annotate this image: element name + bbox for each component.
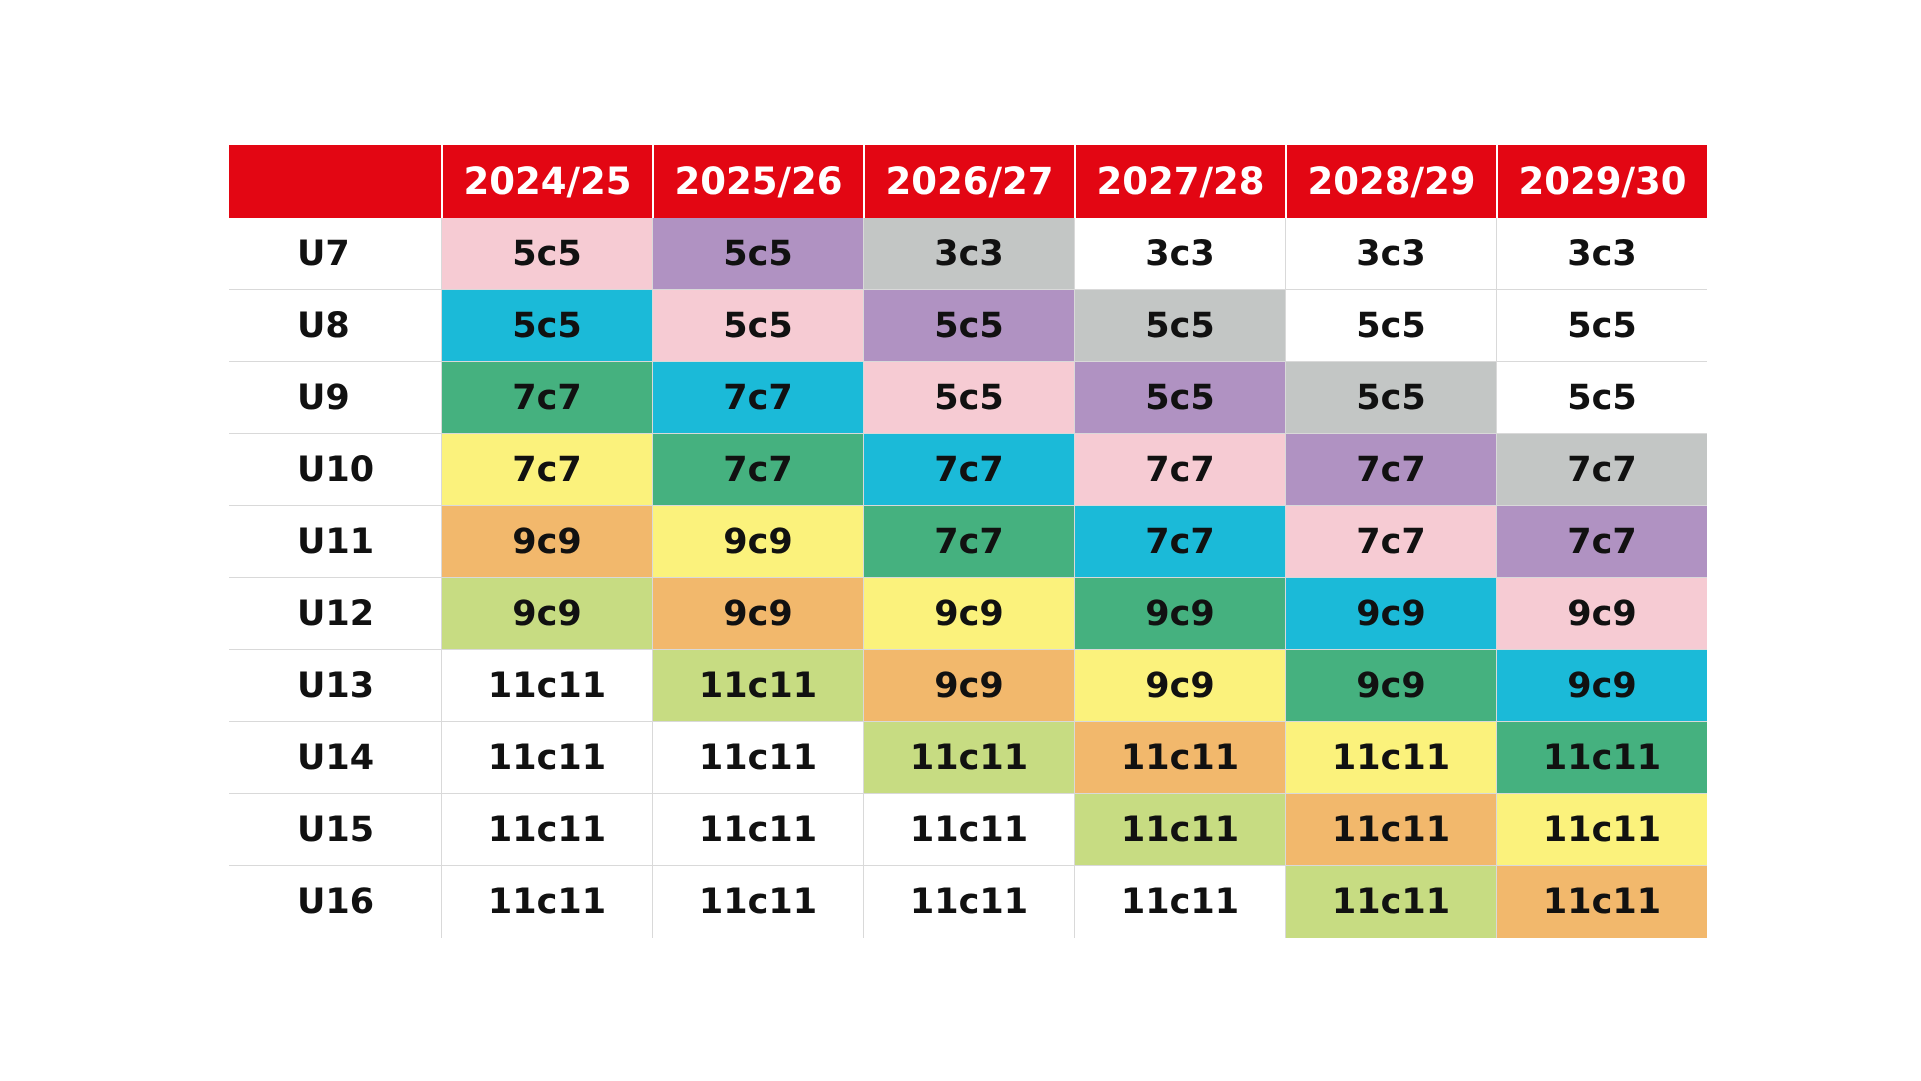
format-cell: 5c5 [863,290,1074,362]
format-cell: 11c11 [652,794,863,866]
format-cell: 5c5 [1285,290,1496,362]
format-cell: 11c11 [1285,866,1496,938]
season-header: 2025/26 [652,145,863,218]
format-cell: 11c11 [1074,722,1285,794]
format-cell: 7c7 [1285,434,1496,506]
format-cell: 5c5 [1074,290,1285,362]
format-cell: 11c11 [863,866,1074,938]
format-cell: 3c3 [1285,218,1496,290]
format-cell: 7c7 [441,362,652,434]
format-cell: 3c3 [863,218,1074,290]
format-cell: 5c5 [863,362,1074,434]
format-cell: 9c9 [1285,650,1496,722]
age-group-label: U10 [229,434,441,506]
format-cell: 7c7 [441,434,652,506]
age-group-label: U9 [229,362,441,434]
format-cell: 11c11 [1074,866,1285,938]
format-cell: 11c11 [652,866,863,938]
format-cell: 11c11 [1074,794,1285,866]
format-cell: 11c11 [1496,722,1707,794]
format-cell: 9c9 [863,578,1074,650]
season-header: 2028/29 [1285,145,1496,218]
age-group-label: U8 [229,290,441,362]
format-cell: 5c5 [652,218,863,290]
format-cell: 7c7 [1496,506,1707,578]
format-cell: 7c7 [1496,434,1707,506]
format-cell: 11c11 [1285,794,1496,866]
format-cell: 5c5 [652,290,863,362]
format-cell: 11c11 [441,722,652,794]
format-cell: 5c5 [1285,362,1496,434]
format-cell: 11c11 [863,794,1074,866]
format-cell: 7c7 [1285,506,1496,578]
age-group-label: U7 [229,218,441,290]
format-cell: 5c5 [1496,362,1707,434]
format-cell: 5c5 [1496,290,1707,362]
format-cell: 11c11 [441,794,652,866]
format-cell: 7c7 [652,434,863,506]
format-cell: 9c9 [441,506,652,578]
format-cell: 5c5 [441,290,652,362]
format-cell: 11c11 [441,650,652,722]
format-cell: 9c9 [1285,578,1496,650]
season-header: 2027/28 [1074,145,1285,218]
format-cell: 5c5 [441,218,652,290]
format-cell: 9c9 [652,506,863,578]
format-cell: 7c7 [1074,434,1285,506]
season-header: 2024/25 [441,145,652,218]
format-cell: 9c9 [863,650,1074,722]
format-cell: 9c9 [1074,578,1285,650]
format-cell: 7c7 [863,434,1074,506]
age-group-label: U15 [229,794,441,866]
age-group-label: U14 [229,722,441,794]
format-cell: 9c9 [1496,650,1707,722]
header-corner-cell [229,145,441,218]
format-cell: 11c11 [863,722,1074,794]
format-cell: 9c9 [1496,578,1707,650]
age-group-label: U16 [297,882,375,922]
format-cell: 9c9 [652,578,863,650]
format-cell: 9c9 [1074,650,1285,722]
season-header: 2029/30 [1496,145,1707,218]
format-cell: 9c9 [441,578,652,650]
format-cell: 11c11 [1496,794,1707,866]
format-schedule-table: 2024/25 2025/26 2026/27 2027/28 2028/29 2029/… [229,145,1707,938]
format-cell: 7c7 [863,506,1074,578]
age-group-label: U13 [229,650,441,722]
format-cell: 11c11 [1285,722,1496,794]
format-cell: 11c11 [652,722,863,794]
format-cell: 3c3 [1496,218,1707,290]
format-cell: 11c11 [652,650,863,722]
age-group-label: U11 [229,506,441,578]
format-cell: 7c7 [1074,506,1285,578]
format-cell: 7c7 [652,362,863,434]
format-cell: 5c5 [1074,362,1285,434]
age-group-label: U12 [229,578,441,650]
season-header: 2026/27 [863,145,1074,218]
format-cell: 3c3 [1074,218,1285,290]
format-cell: 11c11 [1496,866,1707,938]
format-cell: 11c11 [441,866,652,938]
